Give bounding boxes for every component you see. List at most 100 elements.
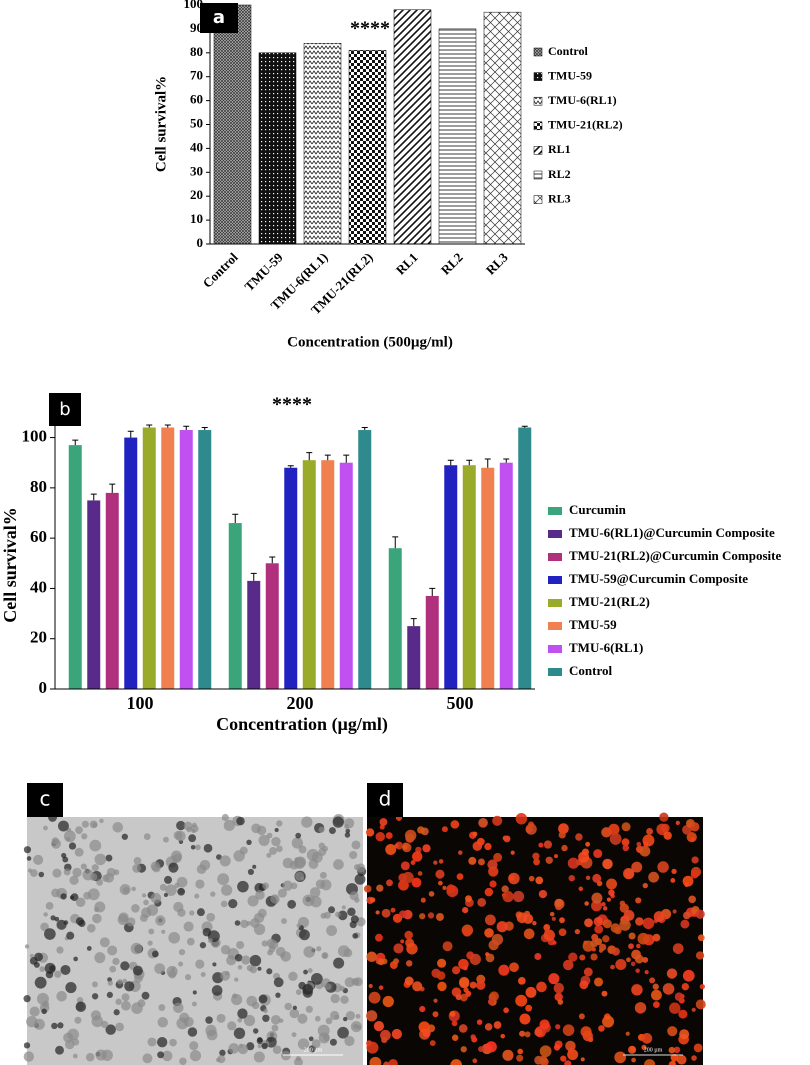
cell bbox=[54, 970, 62, 978]
cell bbox=[688, 895, 696, 904]
cell bbox=[143, 833, 151, 841]
cell bbox=[261, 1042, 268, 1050]
cell bbox=[194, 893, 200, 899]
cell bbox=[158, 1004, 166, 1012]
cell bbox=[74, 847, 84, 857]
cell bbox=[241, 955, 251, 965]
cell bbox=[121, 1000, 131, 1011]
cell bbox=[553, 1044, 561, 1051]
x-tick-label: TMU-59 bbox=[241, 249, 286, 294]
cell bbox=[602, 906, 608, 911]
cell bbox=[330, 1010, 340, 1020]
cell bbox=[691, 856, 699, 864]
cell bbox=[112, 822, 124, 833]
cell bbox=[94, 952, 106, 964]
cell bbox=[591, 947, 596, 952]
cell bbox=[451, 1020, 458, 1027]
cell bbox=[323, 911, 331, 919]
cell bbox=[406, 943, 418, 955]
cell bbox=[641, 1033, 653, 1044]
cell bbox=[63, 868, 71, 876]
cell bbox=[109, 965, 117, 973]
cell bbox=[51, 837, 60, 845]
cell bbox=[349, 891, 359, 901]
cell bbox=[349, 921, 357, 929]
cell bbox=[422, 844, 431, 853]
cell bbox=[199, 859, 211, 871]
legend-swatch bbox=[533, 170, 543, 180]
cell bbox=[143, 899, 149, 906]
cell bbox=[653, 911, 665, 923]
cell bbox=[69, 895, 75, 900]
cell bbox=[155, 915, 166, 926]
cell bbox=[583, 940, 588, 945]
cell bbox=[237, 1008, 248, 1019]
cell bbox=[538, 889, 548, 899]
cell bbox=[501, 885, 509, 893]
cell bbox=[223, 819, 235, 832]
cell bbox=[321, 953, 328, 959]
cell bbox=[320, 879, 332, 891]
cell bbox=[162, 836, 169, 843]
cell bbox=[134, 973, 143, 983]
cell bbox=[584, 918, 593, 928]
cell bbox=[446, 884, 456, 894]
cell bbox=[394, 843, 399, 848]
cell bbox=[442, 885, 447, 890]
cell bbox=[455, 993, 462, 1001]
cell bbox=[462, 927, 472, 937]
cell bbox=[294, 1057, 303, 1065]
cell bbox=[411, 851, 423, 862]
cell bbox=[173, 1002, 184, 1014]
cell bbox=[307, 968, 313, 974]
y-tick-label: 80 bbox=[190, 44, 203, 59]
cell bbox=[54, 916, 60, 922]
cell bbox=[679, 1029, 690, 1040]
cell bbox=[133, 857, 142, 865]
cell bbox=[398, 910, 407, 919]
cell bbox=[639, 845, 651, 857]
cell bbox=[353, 864, 361, 871]
cell bbox=[337, 1026, 349, 1039]
legend-label: Control bbox=[569, 663, 612, 678]
cell bbox=[377, 958, 385, 966]
y-tick-label: 30 bbox=[190, 163, 203, 178]
cell bbox=[87, 888, 100, 901]
cell bbox=[644, 970, 649, 975]
cell bbox=[132, 965, 143, 976]
cell bbox=[690, 822, 700, 832]
cell bbox=[411, 877, 422, 888]
cell bbox=[68, 842, 77, 850]
cell bbox=[553, 854, 559, 859]
annotation: **** bbox=[272, 394, 312, 416]
cell bbox=[228, 898, 238, 909]
cell bbox=[291, 837, 304, 849]
cell bbox=[641, 1044, 647, 1051]
bar bbox=[388, 548, 402, 689]
cell bbox=[51, 1022, 58, 1030]
cell bbox=[381, 908, 391, 918]
cell bbox=[210, 891, 216, 897]
cell bbox=[233, 1027, 246, 1039]
y-tick-label: 0 bbox=[39, 678, 48, 697]
cell bbox=[280, 951, 291, 962]
cell bbox=[498, 964, 510, 976]
cell bbox=[329, 1038, 337, 1046]
cell bbox=[693, 1043, 703, 1053]
cell bbox=[253, 1028, 259, 1034]
cell bbox=[433, 998, 438, 1003]
bar bbox=[393, 9, 432, 245]
cell bbox=[266, 968, 273, 975]
cell bbox=[578, 886, 584, 892]
cell bbox=[695, 951, 705, 960]
cell bbox=[318, 826, 325, 833]
cell bbox=[441, 826, 448, 833]
cell bbox=[429, 1040, 436, 1046]
cell bbox=[682, 875, 694, 887]
cell bbox=[274, 827, 279, 833]
cell bbox=[554, 898, 563, 908]
error-bar bbox=[269, 556, 276, 564]
cell bbox=[328, 906, 336, 914]
cell bbox=[335, 911, 341, 918]
cell bbox=[184, 974, 192, 981]
